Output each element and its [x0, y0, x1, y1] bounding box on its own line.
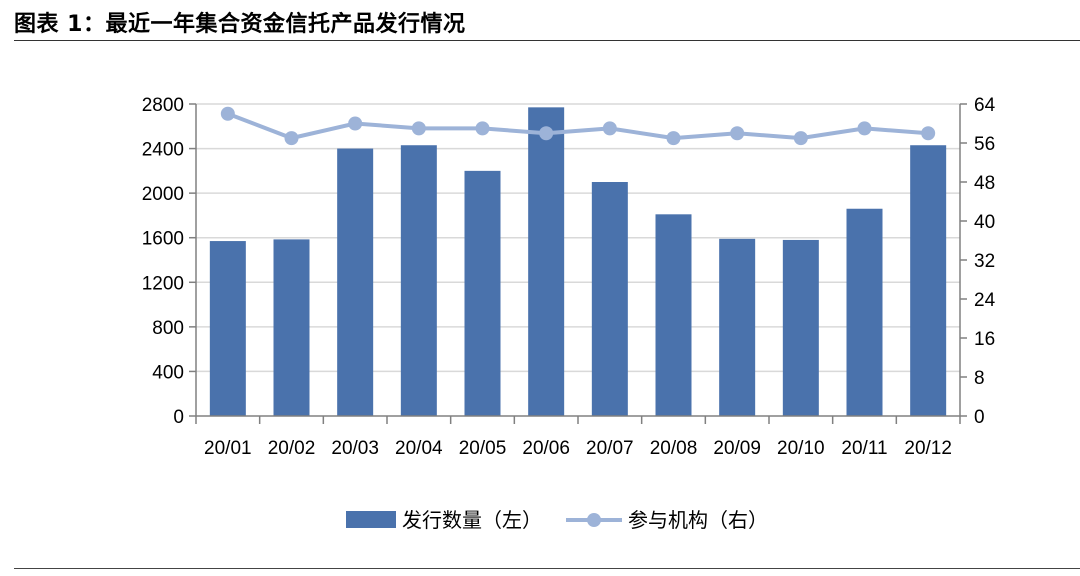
right-tick-label: 24: [974, 290, 996, 311]
line-path: [227, 111, 929, 141]
bar-20-03: [337, 148, 374, 417]
bar-20-02: [273, 239, 310, 416]
right-tick-label: 16: [974, 329, 995, 350]
left-tick-label: 0: [173, 407, 184, 428]
right-tick-label: 8: [974, 368, 985, 389]
bar-20-05: [464, 170, 501, 416]
left-tick-label: 2000: [142, 184, 184, 205]
right-tick-label: 56: [974, 134, 995, 155]
x-tick-label: 20/10: [777, 438, 825, 459]
line-point-20-12: [921, 126, 936, 141]
line-point-20-08: [666, 131, 681, 146]
bar-20-09: [719, 238, 756, 416]
bar-series: [209, 107, 947, 417]
line-point-20-10: [793, 131, 808, 146]
right-axis-ticks: 0 8 16 24 32 40 48 56 64: [960, 95, 996, 428]
bar-20-07: [591, 182, 628, 416]
bar-20-04: [400, 145, 437, 416]
legend-bar-label: 发行数量（左）: [402, 508, 542, 532]
axes: [195, 104, 961, 424]
right-tick-label: 0: [974, 407, 985, 428]
line-point-20-06: [539, 126, 554, 141]
left-tick-label: 800: [152, 318, 184, 339]
bottom-divider: [14, 568, 1080, 569]
x-tick-label: 20/02: [268, 438, 316, 459]
x-tick-label: 20/01: [204, 438, 252, 459]
title-divider: [14, 40, 1080, 41]
line-point-20-09: [730, 126, 745, 141]
bar-20-11: [846, 208, 883, 416]
x-tick-label: 20/08: [650, 438, 698, 459]
x-tick-label: 20/12: [904, 438, 952, 459]
bar-20-10: [782, 239, 819, 416]
chart-title: 图表 1：最近一年集合资金信托产品发行情况: [14, 12, 466, 37]
x-tick-label: 20/04: [395, 438, 443, 459]
left-tick-label: 1600: [142, 229, 184, 250]
legend-line-marker: [587, 513, 601, 527]
legend-bar-swatch: [346, 511, 396, 528]
x-tick-label: 20/07: [586, 438, 634, 459]
x-tick-label: 20/11: [841, 438, 887, 459]
left-tick-label: 2800: [142, 95, 184, 116]
legend: 发行数量（左） 参与机构（右）: [346, 508, 768, 532]
line-series: [220, 106, 936, 146]
bar-20-06: [528, 107, 565, 416]
line-point-20-05: [475, 121, 490, 136]
x-tick-label: 20/06: [522, 438, 570, 459]
right-tick-label: 40: [974, 212, 995, 233]
line-point-20-07: [602, 121, 617, 136]
line-point-20-11: [857, 121, 872, 136]
right-tick-label: 64: [974, 95, 996, 116]
legend-line-label: 参与机构（右）: [628, 508, 768, 532]
x-axis-labels: 20/01 20/02 20/03 20/04 20/05 20/06 20/07 20/08…: [204, 438, 952, 459]
line-point-20-02: [284, 131, 299, 146]
x-tick-label: 20/05: [459, 438, 507, 459]
left-tick-label: 400: [152, 362, 184, 383]
left-tick-label: 1200: [142, 273, 184, 294]
x-tick-label: 20/09: [713, 438, 761, 459]
bar-20-01: [209, 241, 246, 416]
x-tick-label: 20/03: [331, 438, 379, 459]
line-point-20-01: [220, 106, 235, 121]
gridlines: [196, 103, 960, 373]
right-tick-label: 32: [974, 251, 995, 272]
left-axis-ticks: 0 400 800 1200 1600 2000 2400 2800: [142, 95, 196, 428]
line-point-20-03: [348, 116, 363, 131]
bar-20-12: [910, 145, 947, 416]
left-tick-label: 2400: [142, 140, 184, 161]
bar-20-08: [655, 214, 692, 416]
right-tick-label: 48: [974, 173, 995, 194]
line-point-20-04: [411, 121, 426, 136]
